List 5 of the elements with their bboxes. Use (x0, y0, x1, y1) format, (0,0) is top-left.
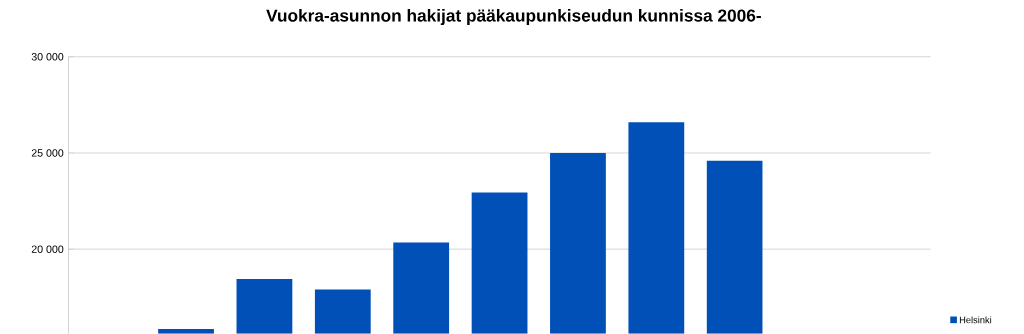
y-tick-label: 20 000 (31, 245, 64, 254)
chart-title: Vuokra-asunnon hakijat pääkaupunkiseudun kunnissa 2006- (266, 9, 761, 26)
y-tick-label: 30 000 (31, 53, 64, 61)
legend-label: Helsinki (959, 316, 992, 324)
y-tick-label: 25 000 (31, 149, 64, 157)
